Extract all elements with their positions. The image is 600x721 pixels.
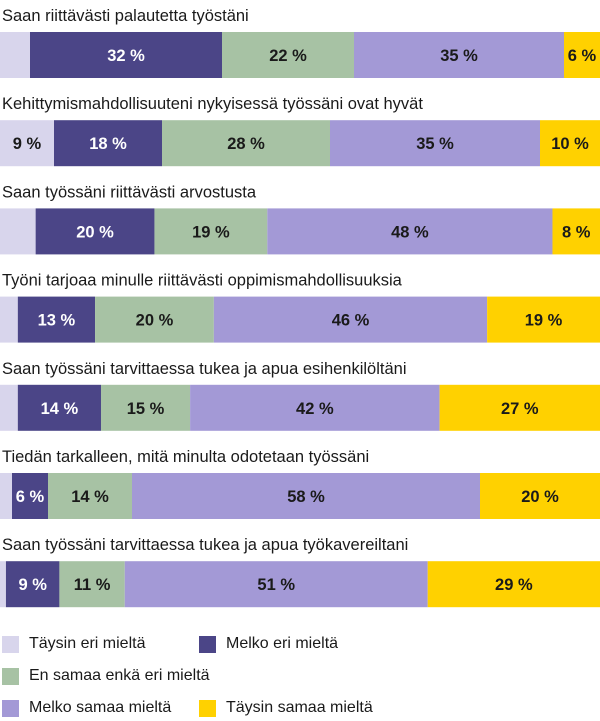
data-label: 27 %: [501, 400, 539, 418]
bar-segment: [0, 120, 54, 167]
data-label: 6 %: [568, 47, 597, 65]
data-label: 19 %: [192, 223, 230, 241]
legend-label: Melko samaa mieltä: [29, 699, 172, 716]
bar-segment: [267, 208, 553, 255]
bar-segment: [354, 32, 564, 78]
bar-segment: [12, 473, 48, 519]
data-label: 29 %: [495, 576, 533, 594]
legend-label: En samaa enkä eri mieltä: [29, 667, 210, 684]
data-label: 51 %: [257, 576, 295, 594]
legend-label: Täysin samaa mieltä: [226, 699, 373, 716]
legend-swatch: [199, 699, 216, 717]
data-label: 22 %: [269, 47, 307, 65]
category-label: Kehittymismahdollisuuteni nykyisessä työ…: [2, 95, 423, 113]
data-label: 19 %: [525, 312, 563, 330]
bar-segment: [487, 296, 600, 343]
bar-segment: [0, 561, 6, 608]
bar-segment: [0, 473, 12, 519]
bar-segment: [190, 384, 440, 431]
legend-label: Melko eri mieltä: [226, 635, 339, 652]
bar-segment: [95, 296, 214, 343]
legend-item: Täysin samaa mieltä: [199, 699, 373, 717]
data-label: 35 %: [440, 47, 478, 65]
data-label: 20 %: [136, 312, 174, 330]
bar-segment: [480, 473, 600, 519]
data-label: 46 %: [332, 312, 370, 330]
bar-segment: [17, 296, 96, 343]
data-label: 35 %: [416, 135, 454, 153]
legend-swatch: [2, 699, 19, 717]
bar-segment: [427, 561, 600, 608]
bar-segment: [540, 120, 600, 167]
legend-swatch: [2, 667, 19, 685]
bar-segment: [552, 208, 600, 255]
bar-segment: [564, 32, 600, 78]
data-label: 42 %: [296, 400, 334, 418]
bar-segment: [330, 120, 540, 167]
legend-swatch: [199, 635, 216, 653]
bar-segment: [5, 561, 60, 608]
data-label: 13 %: [38, 312, 76, 330]
data-label: 28 %: [227, 135, 265, 153]
legend-item: Täysin eri mieltä: [2, 635, 145, 653]
bar-segment: [48, 473, 132, 519]
legend-swatch: [2, 635, 19, 653]
bar-segment: [17, 384, 101, 431]
legend-item: Melko samaa mieltä: [2, 699, 171, 717]
bar-segment: [59, 561, 125, 608]
data-label: 9 %: [18, 576, 47, 594]
category-label: Tiedän tarkalleen, mitä minulta odotetaa…: [2, 448, 369, 466]
category-label: Työni tarjoaa minulle riittävästi oppimi…: [2, 272, 403, 290]
data-label: 14 %: [71, 488, 109, 506]
bar-segment: [154, 208, 268, 255]
bar-segment: [35, 208, 155, 255]
bar-segment: [30, 32, 222, 78]
data-label: 8 %: [562, 223, 591, 241]
legend-item: Melko eri mieltä: [199, 635, 338, 653]
bar-segment: [0, 296, 18, 343]
data-label: 20 %: [76, 223, 114, 241]
bar-segment: [132, 473, 480, 519]
data-label: 6 %: [16, 488, 45, 506]
data-label: 32 %: [107, 47, 145, 65]
category-label: Saan riittävästi palautetta työstäni: [2, 7, 249, 25]
bar-segment: [213, 296, 488, 343]
data-label: 58 %: [287, 488, 325, 506]
bar-segment: [439, 384, 600, 431]
legend-item: En samaa enkä eri mieltä: [2, 667, 210, 685]
category-label: Saan työssäni tarvittaessa tukea ja apua…: [2, 536, 408, 554]
bar-segment: [222, 32, 354, 78]
bar-segment: [0, 384, 18, 431]
data-label: 11 %: [74, 576, 111, 594]
data-label: 20 %: [521, 488, 559, 506]
bar-segment: [0, 32, 30, 78]
data-label: 14 %: [41, 400, 79, 418]
data-label: 18 %: [89, 135, 127, 153]
bar-segment: [100, 384, 191, 431]
bar-segment: [124, 561, 428, 608]
bar-segment: [54, 120, 162, 167]
bar-segment: [162, 120, 330, 167]
data-label: 48 %: [391, 223, 429, 241]
data-label: 9 %: [13, 135, 42, 153]
data-label: 10 %: [551, 135, 589, 153]
legend-label: Täysin eri mieltä: [29, 635, 146, 652]
category-label: Saan työssäni riittävästi arvostusta: [2, 183, 257, 201]
category-label: Saan työssäni tarvittaessa tukea ja apua…: [2, 360, 407, 378]
data-label: 15 %: [127, 400, 165, 418]
bar-segment: [0, 208, 36, 255]
